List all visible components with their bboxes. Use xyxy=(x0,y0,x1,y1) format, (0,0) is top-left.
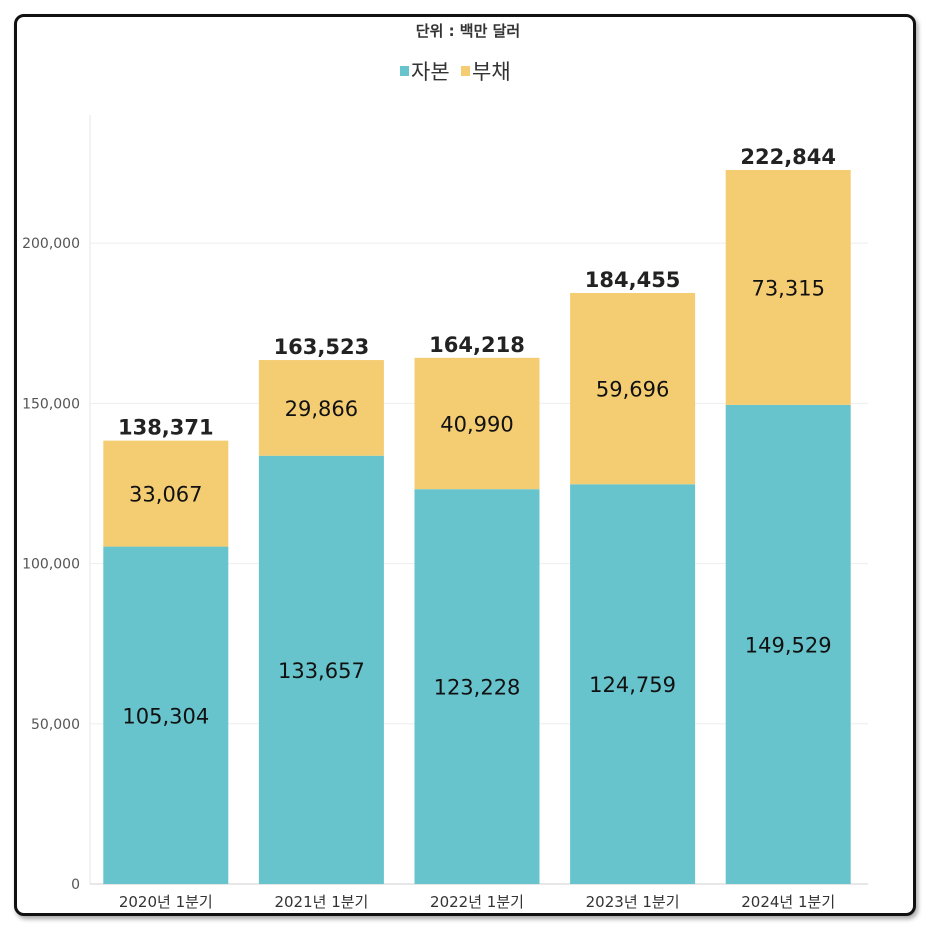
bar-equity xyxy=(725,404,851,884)
data-label-equity: 133,657 xyxy=(278,659,365,683)
data-label-liabilities: 29,866 xyxy=(285,397,358,421)
bar-equity xyxy=(103,546,229,884)
bar-liabilities xyxy=(258,360,384,456)
data-label-total: 184,455 xyxy=(585,268,681,292)
data-label-equity: 149,529 xyxy=(745,633,832,657)
legend-label-equity: 자본 xyxy=(411,60,450,84)
chart-subtitle: 단위 : 백만 달러 xyxy=(416,22,520,40)
x-tick-label: 2023년 1분기 xyxy=(586,893,680,911)
bar-equity xyxy=(258,455,384,884)
data-label-equity: 105,304 xyxy=(122,704,209,728)
data-label-total: 163,523 xyxy=(274,335,370,359)
y-tick-label: 200,000 xyxy=(22,236,80,252)
bar-liabilities xyxy=(103,440,229,547)
legend: 자본 부채 xyxy=(400,60,511,84)
x-tick-label: 2024년 1분기 xyxy=(741,893,835,911)
bar-equity xyxy=(414,489,540,884)
data-label-liabilities: 40,990 xyxy=(440,412,513,436)
y-axis: 0 50,000 100,000 150,000 200,000 xyxy=(22,115,91,893)
bar-liabilities xyxy=(570,292,696,485)
bars: 105,304 33,067 138,371 133,657 29,866 163,523… xyxy=(103,145,851,884)
y-tick-label: 100,000 xyxy=(22,557,80,573)
x-tick-label: 2020년 1분기 xyxy=(119,893,213,911)
data-label-total: 138,371 xyxy=(118,416,214,440)
bar-equity xyxy=(570,484,696,884)
y-tick-label: 50,000 xyxy=(31,717,80,733)
data-label-equity: 124,759 xyxy=(589,673,676,697)
data-label-liabilities: 33,067 xyxy=(129,483,202,507)
legend-swatch-equity xyxy=(400,66,409,76)
bar-liabilities xyxy=(414,357,540,490)
data-label-equity: 123,228 xyxy=(434,676,521,700)
data-label-liabilities: 59,696 xyxy=(596,378,669,402)
data-label-total: 164,218 xyxy=(429,333,525,357)
x-tick-label: 2021년 1분기 xyxy=(274,893,368,911)
y-tick-label: 150,000 xyxy=(22,396,80,412)
legend-label-liabilities: 부채 xyxy=(472,60,511,84)
x-axis: 2020년 1분기 2021년 1분기 2022년 1분기 2023년 1분기 2024… xyxy=(119,893,835,911)
data-label-liabilities: 73,315 xyxy=(751,276,824,300)
legend-swatch-liabilities xyxy=(461,66,470,76)
x-tick-label: 2022년 1분기 xyxy=(430,893,524,911)
bar-liabilities xyxy=(725,169,851,405)
data-label-total: 222,844 xyxy=(740,145,836,169)
y-tick-label: 0 xyxy=(71,877,80,893)
